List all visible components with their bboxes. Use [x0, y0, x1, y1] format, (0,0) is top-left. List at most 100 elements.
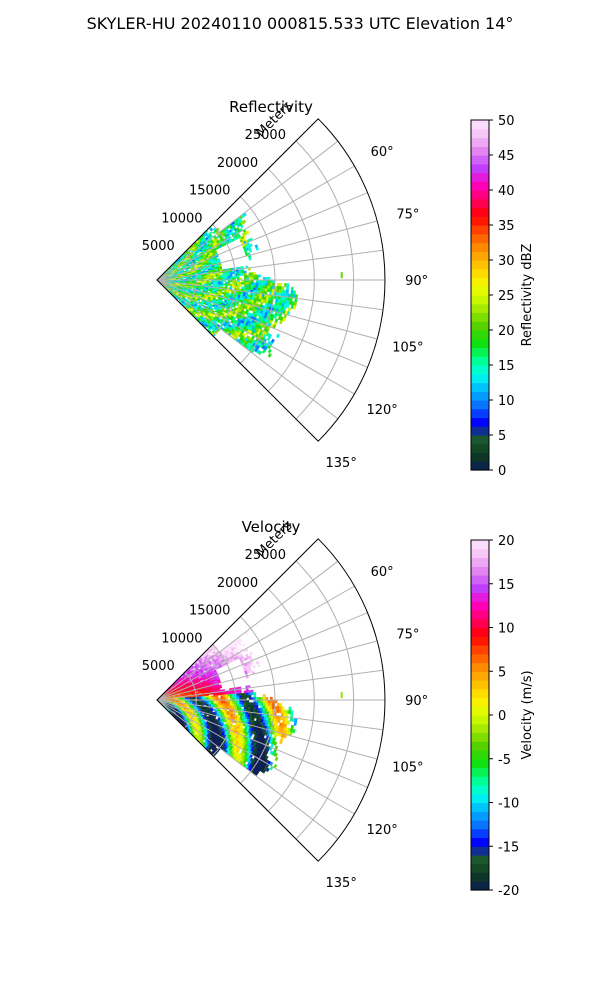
colorbar-tick-label: 5: [498, 429, 506, 444]
velocity-cell: [236, 693, 240, 696]
reflectivity-cell: [284, 283, 287, 287]
velocity-cell: [256, 663, 261, 668]
colorbar-segment: [471, 181, 489, 191]
velocity-cell: [253, 704, 257, 708]
azimuth-tick-label: 105°: [392, 341, 423, 356]
velocity-cell: [236, 695, 240, 699]
reflectivity-cell: [227, 283, 231, 286]
colorbar-segment: [471, 155, 489, 165]
reflectivity-cell: [292, 290, 296, 295]
velocity-cell: [241, 695, 245, 698]
colorbar-segment: [471, 268, 489, 279]
colorbar-segment: [471, 312, 489, 322]
reflectivity-cell: [232, 275, 235, 279]
reflectivity-cell: [236, 281, 240, 285]
velocity-cell: [241, 704, 245, 707]
colorbar-segment: [471, 338, 489, 349]
velocity-cell: [267, 702, 271, 707]
velocity-cell: [279, 739, 283, 745]
colorbar-tick-label: 10: [498, 394, 515, 409]
colorbar-segment: [471, 190, 489, 200]
colorbar-segment: [471, 198, 489, 209]
colorbar-segment: [471, 225, 489, 235]
velocity-cell: [251, 702, 254, 706]
colorbar-segment: [471, 356, 489, 366]
reflectivity-cell: [250, 284, 254, 288]
reflectivity-cell: [227, 272, 231, 275]
colorbar-segment: [471, 426, 489, 436]
reflectivity-cell: [281, 286, 285, 291]
velocity-cell: [276, 709, 280, 713]
reflectivity-cell: [255, 274, 259, 278]
colorbar-segment: [471, 163, 489, 174]
reflectivity-cell: [269, 285, 273, 290]
reflectivity-cell: [241, 286, 245, 290]
range-tick-label: 20000: [217, 156, 258, 171]
velocity-cell: [227, 696, 231, 699]
azimuth-tick-label: 120°: [366, 403, 397, 418]
colorbar-segment: [471, 400, 489, 410]
reflectivity-cell: [269, 282, 273, 287]
reflectivity-cell: [250, 287, 254, 291]
reflectivity-grid: [156, 118, 385, 442]
velocity-cell: [245, 706, 249, 710]
reflectivity-cell: [258, 282, 261, 286]
colorbar-segment: [471, 417, 489, 427]
reflectivity-cell: [251, 274, 254, 278]
colorbar-segment: [471, 277, 489, 287]
velocity-cell: [269, 705, 273, 710]
reflectivity-cell: [243, 282, 247, 285]
velocity-cell: [203, 703, 207, 706]
reflectivity-cell: [267, 348, 272, 354]
reflectivity-cell: [279, 286, 282, 290]
colorbar-segment: [471, 260, 489, 270]
reflectivity-cell: [248, 249, 253, 253]
reflectivity-cell: [276, 289, 280, 293]
velocity-cell: [239, 693, 242, 696]
velocity-cell: [246, 695, 250, 698]
colorbar-segment: [471, 365, 489, 375]
chart-reflectivity: Reflectivity500010000150002000025000Mete…: [142, 98, 535, 479]
colorbar-tick-label: 30: [498, 254, 515, 269]
reflectivity-cell: [225, 276, 228, 279]
reflectivity-cell: [290, 286, 294, 291]
velocity-cell: [241, 702, 245, 705]
velocity-cell: [241, 643, 246, 648]
reflectivity-cell: [248, 284, 252, 288]
reflectivity-cell: [267, 282, 271, 287]
velocity-cell: [243, 702, 247, 705]
colorbar-segment: [471, 207, 489, 217]
reflectivity-cell: [222, 283, 226, 286]
reflectivity-cell: [215, 275, 219, 278]
velocity-cell: [178, 700, 181, 703]
velocity-cell: [219, 686, 223, 689]
velocity-cell: [173, 700, 176, 702]
velocity-cell: [236, 706, 240, 709]
reflectivity-cell: [253, 284, 257, 288]
reflectivity-cell: [207, 289, 211, 292]
velocity-cell: [260, 705, 264, 709]
reflectivity-cell: [168, 280, 172, 282]
velocity-cell: [222, 701, 226, 704]
colorbar-segment: [471, 443, 489, 454]
velocity-cell: [238, 690, 242, 694]
reflectivity-cell: [229, 275, 233, 279]
velocity-cell: [290, 710, 294, 715]
velocity-cell: [236, 701, 240, 705]
reflectivity-cell: [222, 274, 226, 277]
velocity-cell: [231, 691, 235, 695]
reflectivity-cell: [286, 303, 290, 309]
reflectivity-cell: [210, 282, 214, 285]
reflectivity-cell: [201, 277, 205, 279]
reflectivity-data: [156, 212, 343, 358]
reflectivity-cell: [239, 284, 242, 287]
velocity-cell: [225, 696, 228, 699]
reflectivity-cell: [253, 272, 257, 276]
velocity-cell: [236, 704, 240, 707]
chart-velocity: Velocity500010000150002000025000Meters60…: [142, 518, 535, 899]
reflectivity-cell: [229, 271, 233, 275]
velocity-cell: [212, 708, 216, 711]
velocity-cell: [186, 705, 190, 708]
